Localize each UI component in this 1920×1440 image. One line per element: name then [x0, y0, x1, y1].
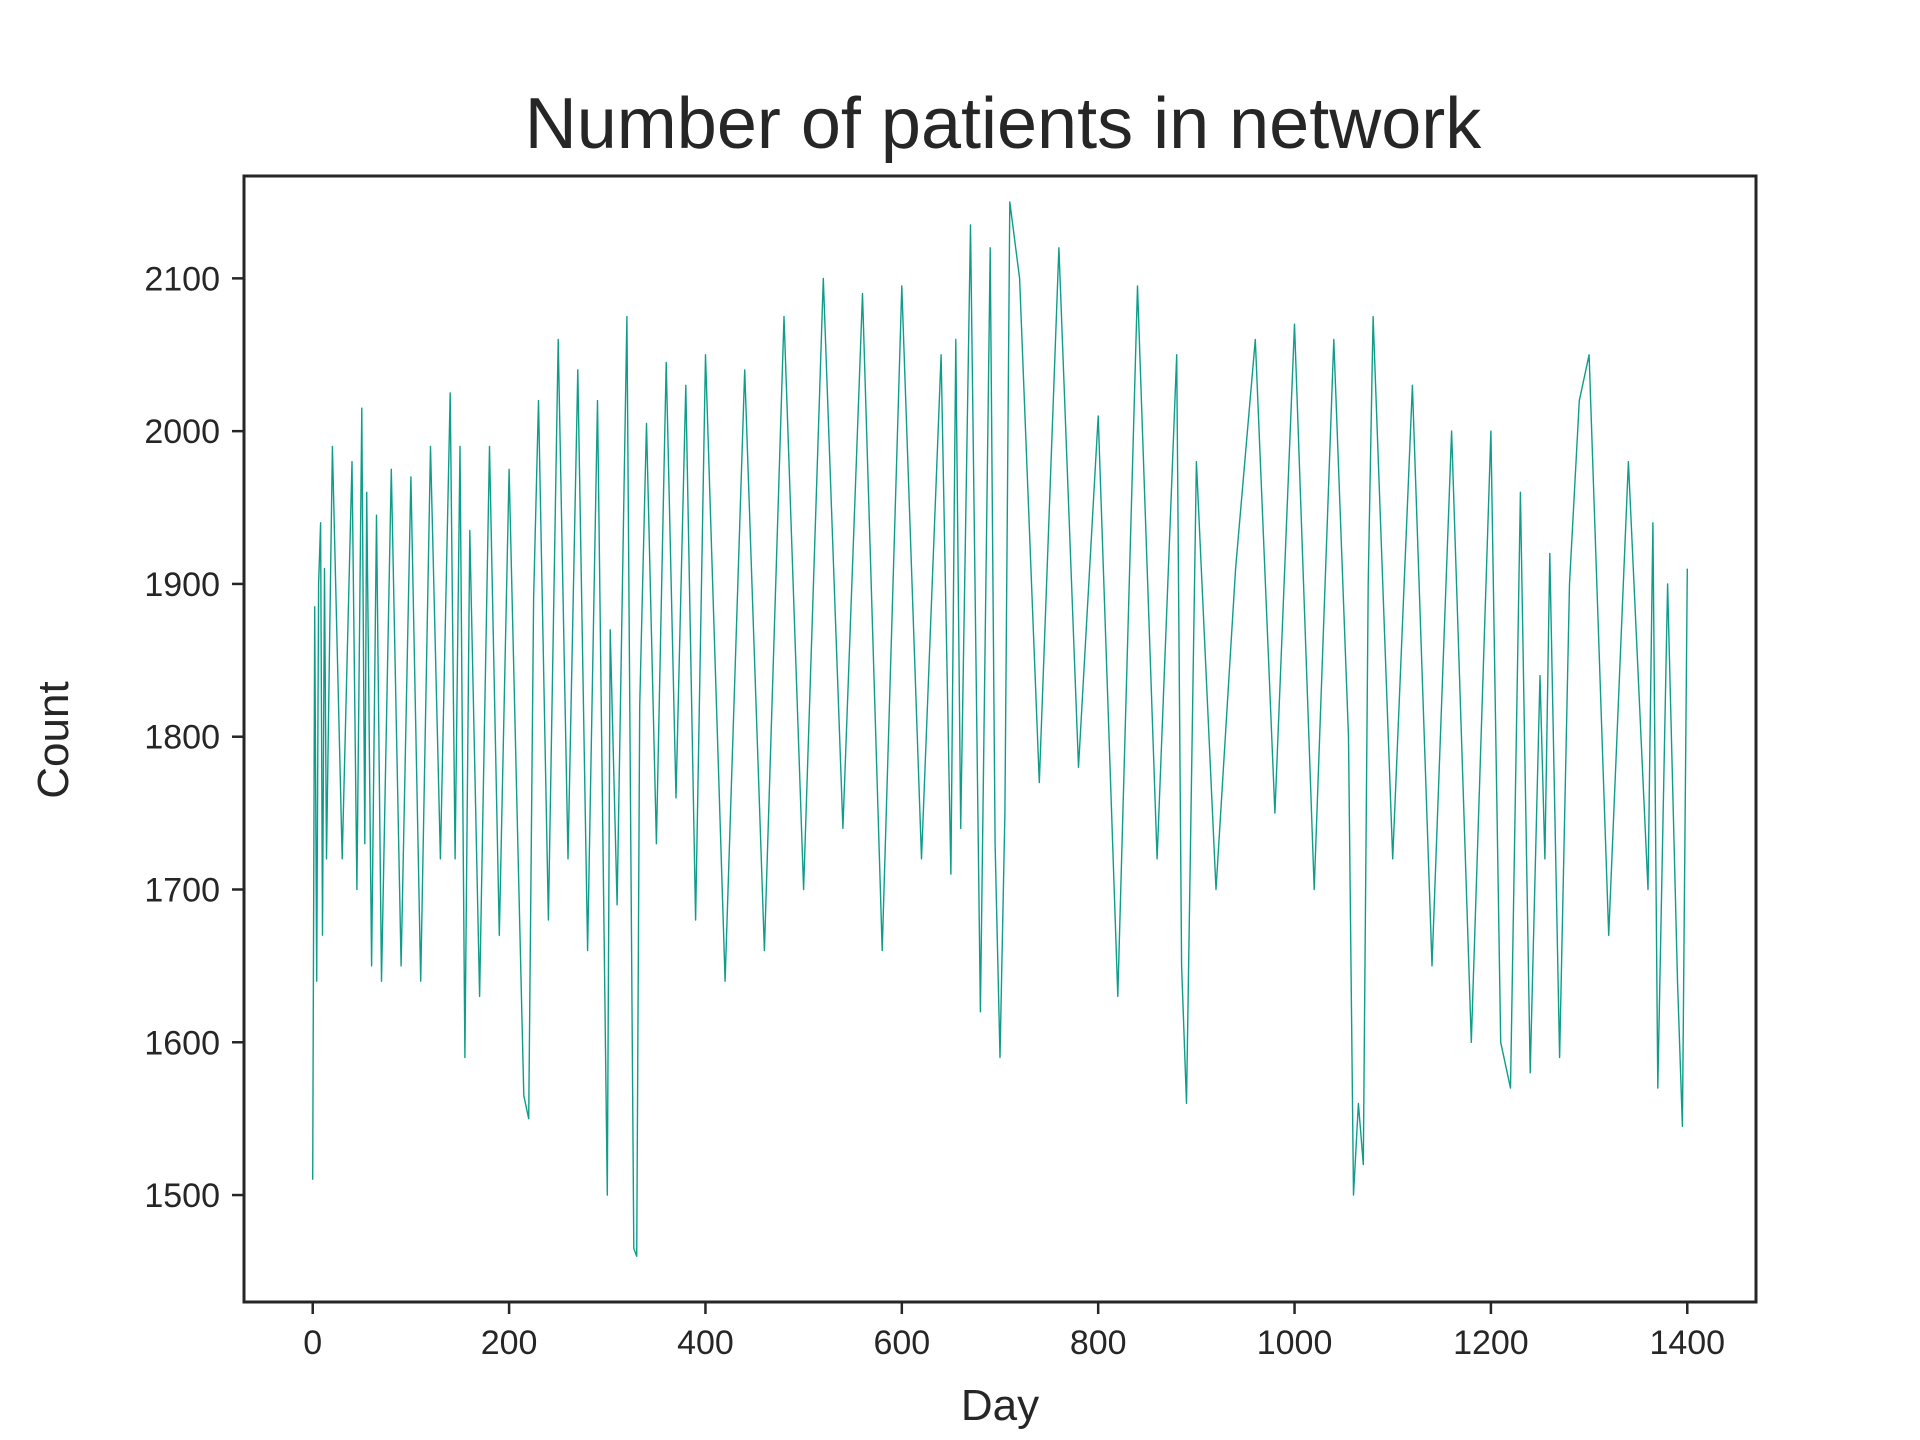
y-axis-title: Count: [29, 681, 78, 798]
x-axis-title: Day: [961, 1381, 1039, 1430]
x-axis: 0 200 400 600 800 1000 1200 1400: [303, 1302, 1725, 1362]
chart-title: Number of patients in network: [525, 84, 1482, 164]
x-tick-label: 200: [481, 1324, 538, 1362]
x-tick-label: 400: [677, 1324, 734, 1362]
y-axis: 1500 1600 1700 1800 1900 2000 2100: [144, 260, 244, 1215]
x-tick-label: 1400: [1649, 1324, 1725, 1362]
x-tick-label: 1200: [1453, 1324, 1529, 1362]
x-tick-label: 0: [303, 1324, 322, 1362]
series-line-count: [312, 201, 1689, 1257]
y-tick-label: 1700: [144, 871, 220, 909]
x-tick-label: 800: [1070, 1324, 1127, 1362]
y-tick-label: 1900: [144, 566, 220, 604]
y-tick-label: 2000: [144, 413, 220, 451]
y-tick-label: 1800: [144, 719, 220, 757]
y-tick-label: 1500: [144, 1177, 220, 1215]
y-tick-label: 1600: [144, 1024, 220, 1062]
plot-frame: [242, 174, 1758, 1304]
x-tick-label: 1000: [1257, 1324, 1333, 1362]
y-tick-label: 2100: [144, 260, 220, 298]
x-tick-label: 600: [873, 1324, 930, 1362]
